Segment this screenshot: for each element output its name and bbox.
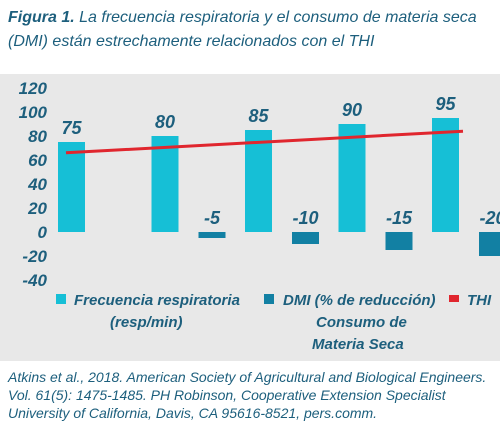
legend-label-frecuencia-unit: (resp/min) <box>110 314 183 331</box>
data-label-frecuencia: 75 <box>61 118 82 138</box>
legend-label-dmi-line2: Consumo de <box>316 314 407 331</box>
data-label-frecuencia: 80 <box>155 112 175 132</box>
y-tick-label: 100 <box>19 103 48 122</box>
data-label-frecuencia: 95 <box>435 94 456 114</box>
y-tick-label: 0 <box>38 223 48 242</box>
figure-caption: La frecuencia respiratoria y el consumo … <box>8 9 477 50</box>
legend-swatch-dmi <box>264 294 274 304</box>
bar-frecuencia <box>338 124 366 232</box>
y-tick-label: 20 <box>27 199 47 218</box>
bar-frecuencia <box>151 136 179 232</box>
figure-label: Figura 1. <box>8 9 75 26</box>
chart-svg: 120 100 80 60 40 20 0 -20 -40 75 80 -5 85 -10 90 -15 95 -… <box>19 79 500 353</box>
figure-title: Figura 1. La frecuencia respiratoria y e… <box>8 6 494 54</box>
data-label-frecuencia: 85 <box>248 106 269 126</box>
bar-dmi <box>292 232 319 244</box>
legend-label-frecuencia: Frecuencia respiratoria <box>74 292 240 309</box>
data-label-dmi: -5 <box>204 208 221 228</box>
chart-panel: 120 100 80 60 40 20 0 -20 -40 75 80 -5 85 -10 90 -15 95 -… <box>0 74 500 361</box>
y-tick-label: 80 <box>28 127 47 146</box>
y-tick-label: -40 <box>22 271 47 290</box>
y-tick-label: 120 <box>19 79 48 98</box>
y-tick-label: 40 <box>27 175 47 194</box>
bar-dmi <box>385 232 413 250</box>
legend-label-dmi: DMI (% de reducción) <box>283 292 436 309</box>
legend-swatch-frecuencia <box>56 294 66 304</box>
legend-label-dmi-line3: Materia Seca <box>312 336 404 353</box>
data-label-dmi: -15 <box>386 208 413 228</box>
source-citation: Atkins et al., 2018. American Society of… <box>8 369 487 421</box>
bar-dmi <box>198 232 226 238</box>
bar-frecuencia <box>245 130 272 232</box>
bar-frecuencia <box>432 118 459 232</box>
bar-frecuencia <box>58 142 85 232</box>
thi-line <box>65 129 464 155</box>
legend-label-thi: THI <box>467 292 492 309</box>
y-tick-label: 60 <box>28 151 47 170</box>
bar-dmi <box>479 232 500 256</box>
y-tick-label: -20 <box>22 247 47 266</box>
data-label-dmi: -20 <box>479 208 500 228</box>
legend-swatch-thi <box>449 295 459 302</box>
data-label-dmi: -10 <box>292 208 318 228</box>
data-label-frecuencia: 90 <box>342 100 362 120</box>
